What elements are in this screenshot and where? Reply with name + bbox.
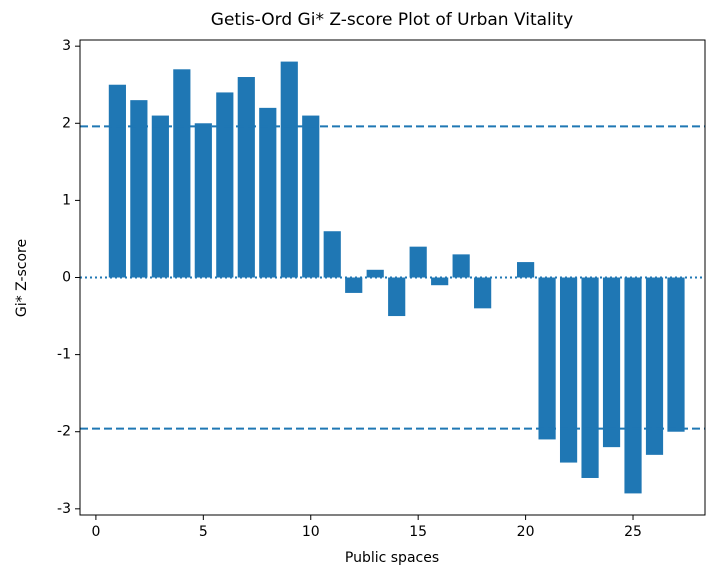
- bar: [517, 262, 535, 278]
- x-axis-label: Public spaces: [345, 550, 439, 566]
- x-tick-label: 10: [302, 524, 320, 540]
- bar: [151, 115, 169, 278]
- y-tick-label: -1: [57, 347, 71, 363]
- bar: [259, 107, 277, 278]
- bar: [624, 277, 642, 494]
- bar: [345, 277, 363, 293]
- x-tick-label: 5: [199, 524, 208, 540]
- bar: [323, 231, 341, 278]
- x-tick-label: 15: [409, 524, 427, 540]
- bar: [538, 277, 556, 440]
- bar: [302, 115, 320, 278]
- y-tick-label: 2: [62, 115, 71, 131]
- y-tick-label: -3: [57, 501, 71, 517]
- bar: [130, 100, 148, 278]
- bar: [431, 277, 449, 286]
- x-tick-label: 0: [91, 524, 100, 540]
- bar: [366, 269, 384, 278]
- y-tick-label: 3: [62, 38, 71, 54]
- bar: [667, 277, 685, 432]
- bar: [194, 123, 212, 278]
- bar: [474, 277, 492, 309]
- bar: [452, 254, 470, 278]
- bar: [559, 277, 578, 463]
- y-tick-label: -2: [57, 424, 71, 440]
- bar: [602, 277, 621, 448]
- bar: [581, 277, 599, 478]
- bar: [645, 277, 664, 455]
- bar: [280, 61, 298, 278]
- x-tick-label: 20: [517, 524, 535, 540]
- y-tick-label: 1: [62, 192, 71, 208]
- bar: [173, 69, 191, 278]
- bar: [216, 92, 234, 278]
- bar: [409, 246, 427, 278]
- y-tick-label: 0: [62, 270, 71, 286]
- x-tick-label: 25: [624, 524, 642, 540]
- y-axis-label: Gi* Z-score: [14, 239, 30, 317]
- bar: [388, 277, 406, 317]
- bar: [237, 77, 255, 278]
- chart-title: Getis-Ord Gi* Z-score Plot of Urban Vita…: [211, 10, 573, 30]
- bar: [108, 84, 126, 278]
